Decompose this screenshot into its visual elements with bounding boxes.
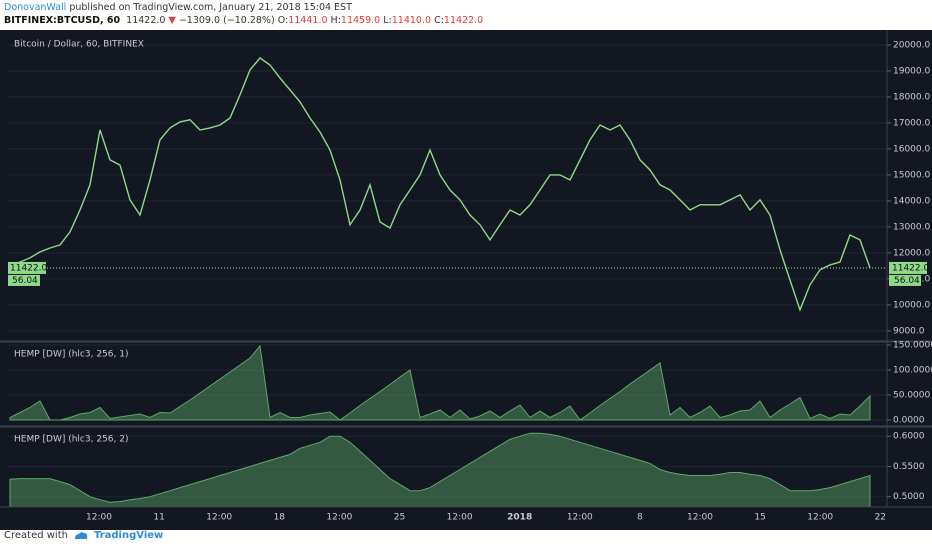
timer-label: 56.04 — [894, 276, 920, 286]
x-tick-label: 12:00 — [807, 513, 833, 523]
logo-cloud — [74, 532, 88, 539]
symbol: BITFINEX:BTCUSD, 60 — [4, 15, 121, 26]
y-tick-label: 20000.0 — [893, 40, 930, 50]
ohlc-value: 11422.0 — [443, 15, 484, 26]
x-tick-label: 18 — [274, 513, 286, 523]
y-tick-label: 0.5000 — [893, 492, 925, 502]
ohlc-value: 11459.0 — [340, 15, 381, 26]
price-line — [9, 57, 871, 312]
y-tick-label: 14000.0 — [893, 196, 930, 206]
footer: Created with TradingView — [4, 530, 163, 541]
y-tick-label: 15000.0 — [893, 170, 930, 180]
arrow: ▼ — [168, 15, 176, 26]
timer-tag — [8, 274, 40, 286]
y-tick-label: 100.0000 — [893, 366, 932, 376]
x-tick-label: 11 — [153, 513, 164, 523]
header: DonovanWall published on TradingView.com… — [4, 1, 483, 27]
ohlc: O:11441.0 H:11459.0 L:11410.0 C:11422.0 — [278, 15, 484, 26]
ohlc-label: L: — [383, 15, 392, 26]
change: −1309.0 (−10.28%) — [178, 15, 275, 26]
price-tag — [889, 261, 927, 274]
created: Created with — [4, 530, 68, 541]
x-tick-label: 12:00 — [447, 513, 473, 523]
chart: 20000.0 19000.0 18000.0 17000.0 16000.0 15000… — [0, 30, 932, 530]
x-tick-label: 25 — [394, 513, 405, 523]
y-tick-label: 150.0000 — [893, 341, 932, 351]
panel-title: Bitcoin / Dollar, 60, BITFINEX — [14, 40, 144, 50]
y-tick-label: 0.0000 — [893, 416, 925, 426]
quote-line: BITFINEX:BTCUSD, 60 11422.0 ▼ −1309.0 (−… — [4, 14, 483, 27]
logo — [74, 532, 88, 539]
y-tick-label: 10000.0 — [893, 300, 930, 310]
x-tick-label: 22 — [875, 513, 886, 523]
last: 11422.0 — [126, 15, 166, 26]
x-tick-label: 12:00 — [206, 513, 232, 523]
y-tick-label: 19000.0 — [893, 66, 930, 76]
ohlc-value: 11410.0 — [391, 15, 432, 26]
x-tick-label: 12:00 — [86, 513, 112, 523]
y-tick-label: 9000.0 — [893, 326, 925, 336]
y-tick-label: 0.6000 — [893, 432, 925, 442]
x-tick-label: 12:00 — [567, 513, 593, 523]
y-tick-label: 13000.0 — [893, 222, 930, 232]
ohlc-label: C: — [434, 15, 444, 26]
y-tick-label: 12000.0 — [893, 248, 930, 258]
panel-title: HEMP [DW] (hlc3, 256, 2) — [14, 435, 128, 445]
hemp-area — [9, 432, 871, 508]
x-tick-label: 12:00 — [687, 513, 713, 523]
hemp-area — [9, 344, 871, 421]
x-tick-label: 15 — [754, 513, 765, 523]
y-tick-label: 50.0000 — [893, 391, 930, 401]
author[interactable]: DonovanWall — [4, 2, 67, 13]
ohlc-label: H: — [330, 15, 341, 26]
x-tick-label: 2018 — [507, 513, 532, 523]
timer-tag — [889, 274, 921, 286]
published: published on TradingView.com, January 21… — [69, 2, 352, 13]
y-tick-label: 16000.0 — [893, 144, 930, 154]
price-tag-label: 11422.0 — [10, 263, 47, 273]
x-tick-label: 12:00 — [326, 513, 352, 523]
ohlc-label: O: — [277, 15, 289, 26]
ohlc-value: 11441.0 — [288, 15, 328, 26]
y-tick-label: 17000.0 — [893, 118, 930, 128]
brand[interactable]: TradingView — [93, 530, 164, 541]
y-tick-label: 18000.0 — [893, 92, 930, 102]
price-tag-label: 11422.0 — [892, 263, 929, 273]
timer-label: 56.04 — [12, 276, 38, 286]
price-tag — [8, 261, 46, 274]
background — [0, 30, 932, 530]
x-tick-label: 8 — [637, 513, 643, 523]
panel-title: HEMP [DW] (hlc3, 256, 1) — [14, 350, 128, 360]
publish-line: DonovanWall published on TradingView.com… — [4, 1, 483, 14]
y-tick-label: 0.5500 — [893, 462, 925, 472]
